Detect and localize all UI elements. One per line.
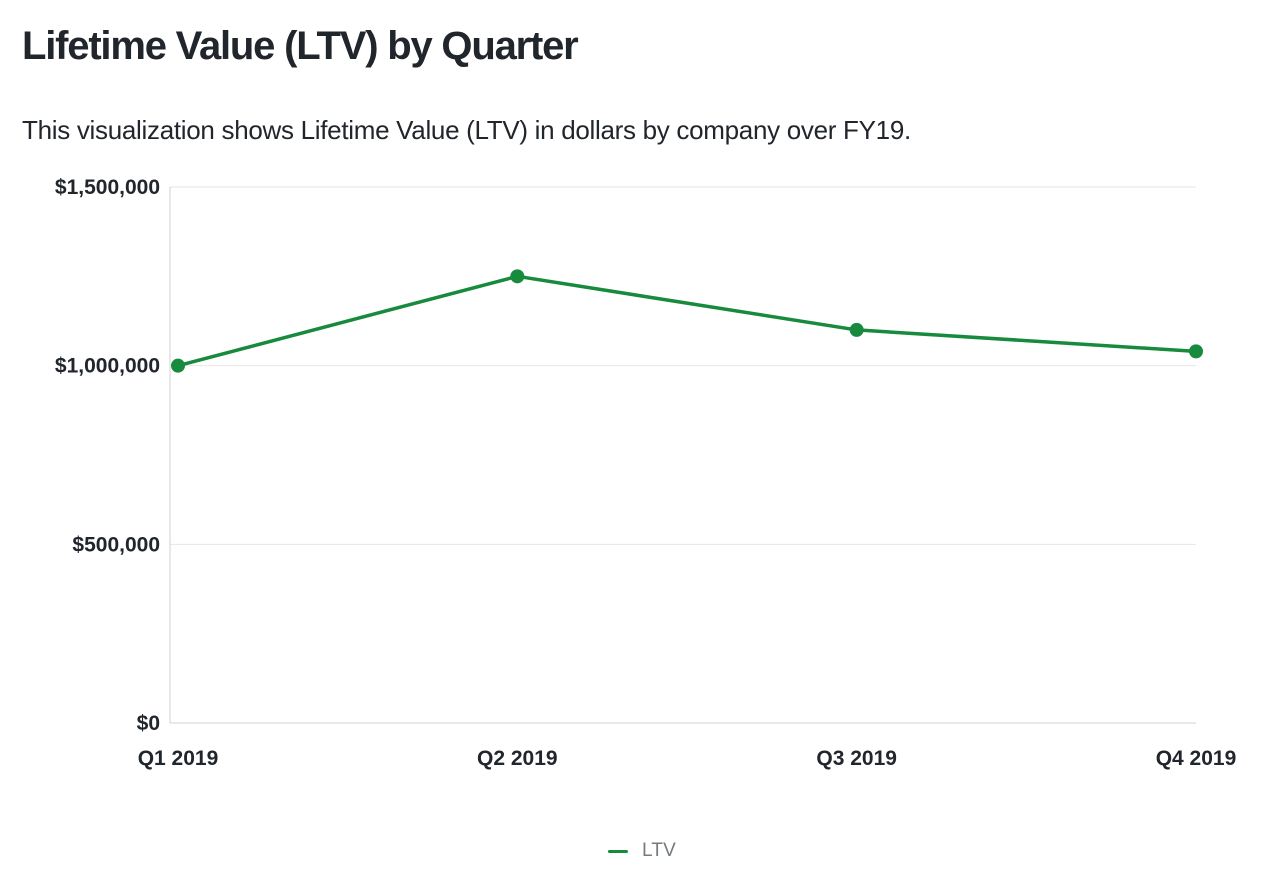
series-line-ltv: [176, 274, 1198, 368]
x-axis-tick-label: Q4 2019: [1156, 747, 1237, 770]
chart-subtitle: This visualization shows Lifetime Value …: [22, 115, 911, 145]
y-axis-tick-label: $0: [137, 712, 160, 735]
legend-item-ltv[interactable]: LTV: [607, 840, 677, 862]
x-axis-tick-label: Q1 2019: [138, 747, 219, 770]
x-axis-tick-label: Q2 2019: [477, 747, 558, 770]
chart-title: Lifetime Value (LTV) by Quarter: [22, 24, 579, 68]
y-axis-tick-label: $1,000,000: [55, 355, 160, 378]
legend-swatch-ltv: [607, 849, 628, 853]
y-axis-tick-label: $1,500,000: [55, 176, 160, 199]
data-point-q4-2019[interactable]: [1189, 344, 1203, 359]
data-point-q2-2019[interactable]: [510, 269, 525, 284]
y-axis-tick-label: $500,000: [72, 533, 160, 556]
data-point-q1-2019[interactable]: [171, 358, 185, 373]
legend-label-ltv: LTV: [641, 840, 677, 861]
x-axis-tick-label: Q3 2019: [816, 747, 897, 770]
data-point-q3-2019[interactable]: [849, 322, 864, 337]
